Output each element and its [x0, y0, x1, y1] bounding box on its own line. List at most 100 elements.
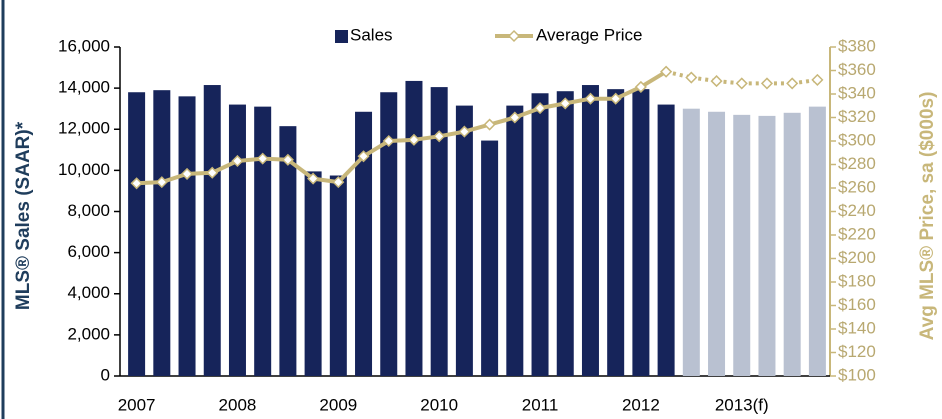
y-tick-label: 2,000: [67, 324, 110, 343]
y-tick-label: 8,000: [67, 201, 110, 220]
bar: [355, 111, 373, 376]
bar: [455, 105, 473, 377]
bar: [178, 96, 196, 376]
bar: [481, 140, 499, 376]
y2-tick-label: $160: [838, 295, 876, 314]
bar: [380, 92, 398, 377]
y2-tick-label: $260: [838, 177, 876, 196]
x-tick-label: 2012: [622, 395, 660, 414]
bar: [556, 91, 574, 376]
marker: [231, 154, 244, 168]
marker: [811, 73, 824, 86]
marker: [407, 133, 421, 146]
marker: [130, 177, 143, 190]
marker: [357, 150, 370, 163]
line-segment: [211, 159, 239, 175]
y2-tick-label: $300: [838, 130, 876, 149]
marker: [760, 77, 774, 90]
bar: [708, 111, 726, 376]
marker: [458, 125, 471, 138]
bar: [329, 175, 347, 376]
bar: [581, 85, 599, 377]
bar: [733, 114, 751, 376]
bar: [607, 89, 625, 376]
y2-tick-label: $220: [838, 224, 876, 243]
y2-tick-label: $100: [838, 365, 876, 384]
y2-tick-label: $140: [838, 318, 876, 337]
marker: [533, 102, 547, 115]
bar: [808, 106, 826, 376]
line-segment: [286, 158, 315, 181]
x-tick-label: 2011: [522, 395, 559, 414]
y-tick-label: 6,000: [67, 242, 110, 261]
x-tick-label: 2013(f): [715, 395, 769, 414]
y-tick-label: 14,000: [58, 78, 110, 97]
y-tick-label: 10,000: [58, 160, 110, 179]
bar: [228, 104, 246, 376]
x-tick-label: 2007: [118, 395, 156, 414]
y2-tick-label: $240: [838, 201, 876, 220]
marker: [382, 134, 395, 148]
x-tick-label: 2009: [319, 395, 357, 414]
bar: [430, 87, 448, 377]
line-segment: [336, 154, 365, 184]
y-tick-label: 4,000: [67, 283, 110, 302]
marker: [433, 130, 446, 143]
marker: [584, 92, 597, 105]
marker: [281, 153, 294, 166]
marker: [634, 80, 647, 94]
legend-label: Sales: [350, 25, 393, 44]
y2-tick-label: $200: [838, 248, 876, 267]
bar: [682, 108, 700, 376]
marker: [180, 167, 194, 180]
legend-swatch: [335, 30, 348, 43]
y2-tick-label: $320: [838, 107, 876, 126]
y2-tick-label: $120: [838, 342, 876, 361]
bar: [758, 115, 776, 377]
legend-marker: [507, 29, 521, 43]
marker: [206, 166, 219, 179]
line-segment: [639, 69, 668, 89]
bar: [657, 104, 675, 376]
y-tick-label: 16,000: [58, 36, 110, 55]
y2-tick-label: $380: [838, 36, 876, 55]
x-tick-label: 2008: [219, 395, 257, 414]
y2-tick-label: $180: [838, 271, 876, 290]
bar: [153, 90, 171, 377]
bar: [304, 171, 322, 376]
y2-tick-label: $340: [838, 83, 876, 102]
y2-axis-label: Avg MLS® Price, sa ($000s): [917, 92, 938, 341]
y-axis-label: MLS® Sales (SAAR)*: [13, 121, 34, 310]
bar: [128, 92, 146, 377]
bar: [279, 126, 297, 377]
marker: [786, 77, 799, 90]
marker: [710, 75, 723, 88]
marker: [609, 92, 622, 105]
legend-label: Average Price: [536, 25, 642, 44]
line-segment: [362, 139, 390, 158]
x-tick-label: 2010: [420, 395, 458, 414]
bar: [405, 80, 423, 376]
bar: [506, 105, 524, 377]
bar: [531, 93, 549, 376]
marker: [660, 65, 673, 78]
marker: [508, 111, 521, 124]
marker: [483, 118, 496, 131]
bar: [632, 89, 650, 376]
marker: [307, 172, 320, 185]
line-segment: [614, 85, 642, 101]
y2-tick-label: $280: [838, 154, 876, 173]
bar: [254, 106, 272, 376]
y-tick-label: 0: [101, 365, 110, 384]
marker: [685, 71, 698, 84]
marker: [735, 77, 748, 90]
y-tick-label: 12,000: [58, 119, 110, 138]
marker: [559, 97, 572, 110]
y2-tick-label: $360: [838, 60, 876, 79]
bar: [783, 112, 801, 377]
marker: [256, 152, 269, 165]
marker: [332, 176, 345, 189]
bar: [203, 85, 221, 377]
marker: [155, 176, 168, 189]
